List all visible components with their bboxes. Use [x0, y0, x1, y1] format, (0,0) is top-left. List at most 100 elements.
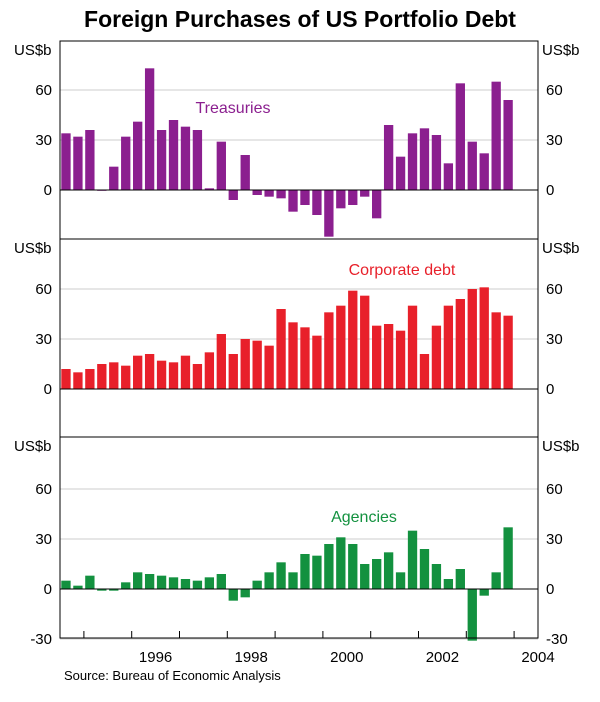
- bar: [395, 572, 406, 589]
- y-tick-label-left: 0: [44, 381, 52, 398]
- bar: [431, 135, 442, 190]
- bar: [192, 130, 203, 190]
- bar: [180, 126, 191, 190]
- bar: [252, 340, 262, 389]
- bar: [407, 305, 418, 389]
- plot-frame: [59, 40, 539, 639]
- bar: [443, 305, 454, 389]
- bar: [61, 133, 71, 190]
- y-tick-label-right: 60: [546, 281, 563, 298]
- bar: [312, 555, 322, 589]
- y-tick-label-left: 0: [44, 581, 52, 598]
- y-tick-label-right: 30: [546, 132, 563, 149]
- bar: [360, 295, 370, 389]
- unit-label-right: US$b: [542, 438, 580, 455]
- y-tick-label-right: 60: [546, 481, 563, 498]
- bar: [431, 325, 442, 389]
- bar: [240, 589, 250, 598]
- bar: [61, 580, 71, 589]
- bar: [431, 564, 442, 589]
- unit-label-right: US$b: [542, 42, 580, 59]
- bar: [455, 83, 465, 190]
- bar: [407, 133, 418, 190]
- chart-title: Foreign Purchases of US Portfolio Debt: [84, 6, 516, 32]
- bar: [372, 559, 382, 589]
- bar: [133, 355, 143, 389]
- bar: [503, 315, 513, 389]
- bar: [216, 334, 226, 389]
- bar: [264, 572, 274, 589]
- bar: [228, 354, 238, 389]
- bar: [383, 125, 394, 190]
- bar: [168, 577, 179, 589]
- bar: [324, 544, 334, 589]
- bar: [109, 589, 119, 591]
- bar: [252, 190, 262, 195]
- bar: [73, 136, 83, 190]
- bar: [144, 574, 155, 589]
- bar: [395, 156, 406, 190]
- bar: [491, 81, 501, 190]
- bar: [228, 589, 238, 601]
- bar: [288, 322, 298, 389]
- bar: [240, 339, 250, 389]
- bar: [97, 589, 107, 591]
- y-tick-label-left: -30: [30, 631, 52, 648]
- bar: [133, 572, 143, 589]
- bar: [121, 582, 131, 589]
- bar: [395, 330, 406, 389]
- bar: [85, 369, 95, 389]
- bar: [360, 564, 370, 589]
- source-note: Source: Bureau of Economic Analysis: [64, 668, 281, 683]
- series-label-agencies: Agencies: [331, 509, 397, 526]
- bar: [288, 190, 298, 212]
- bar: [121, 136, 131, 190]
- bar: [348, 190, 358, 205]
- panel-corporate-debt: [60, 287, 538, 390]
- bar: [300, 554, 310, 589]
- bar: [121, 365, 131, 389]
- bar: [312, 190, 322, 215]
- bar: [479, 287, 489, 389]
- bar: [503, 527, 513, 589]
- bar: [300, 327, 310, 389]
- bar: [133, 121, 143, 190]
- bar: [383, 324, 394, 389]
- x-tick-label: 1996: [139, 649, 172, 666]
- y-tick-label-right: 30: [546, 531, 563, 548]
- y-tick-label-right: 0: [546, 581, 554, 598]
- bar: [383, 552, 394, 589]
- bar: [455, 569, 465, 589]
- bar: [144, 354, 155, 389]
- unit-label-left: US$b: [14, 240, 52, 257]
- y-tick-label-left: 30: [35, 132, 52, 149]
- bar: [324, 190, 334, 237]
- bar: [336, 537, 346, 589]
- bar: [204, 352, 215, 389]
- bar: [360, 190, 370, 197]
- bar: [276, 562, 286, 589]
- y-tick-label-right: 0: [546, 381, 554, 398]
- bar: [348, 290, 358, 389]
- unit-label-right: US$b: [542, 240, 580, 257]
- x-tick-label: 2002: [426, 649, 459, 666]
- bar: [192, 364, 203, 389]
- bar: [168, 120, 179, 190]
- bar: [467, 289, 477, 389]
- bar: [204, 188, 215, 190]
- series-label-corporate-debt: Corporate debt: [349, 262, 456, 279]
- bar: [180, 579, 191, 589]
- bar: [419, 549, 430, 589]
- bar: [192, 580, 203, 589]
- bar: [312, 335, 322, 389]
- y-tick-label-left: 60: [35, 281, 52, 298]
- y-tick-label-right: -30: [546, 631, 568, 648]
- bar: [85, 575, 95, 589]
- bar: [419, 354, 430, 389]
- bar: [300, 190, 310, 205]
- bar: [156, 360, 167, 389]
- bar: [85, 130, 95, 190]
- bar: [372, 325, 382, 389]
- bar: [204, 577, 215, 589]
